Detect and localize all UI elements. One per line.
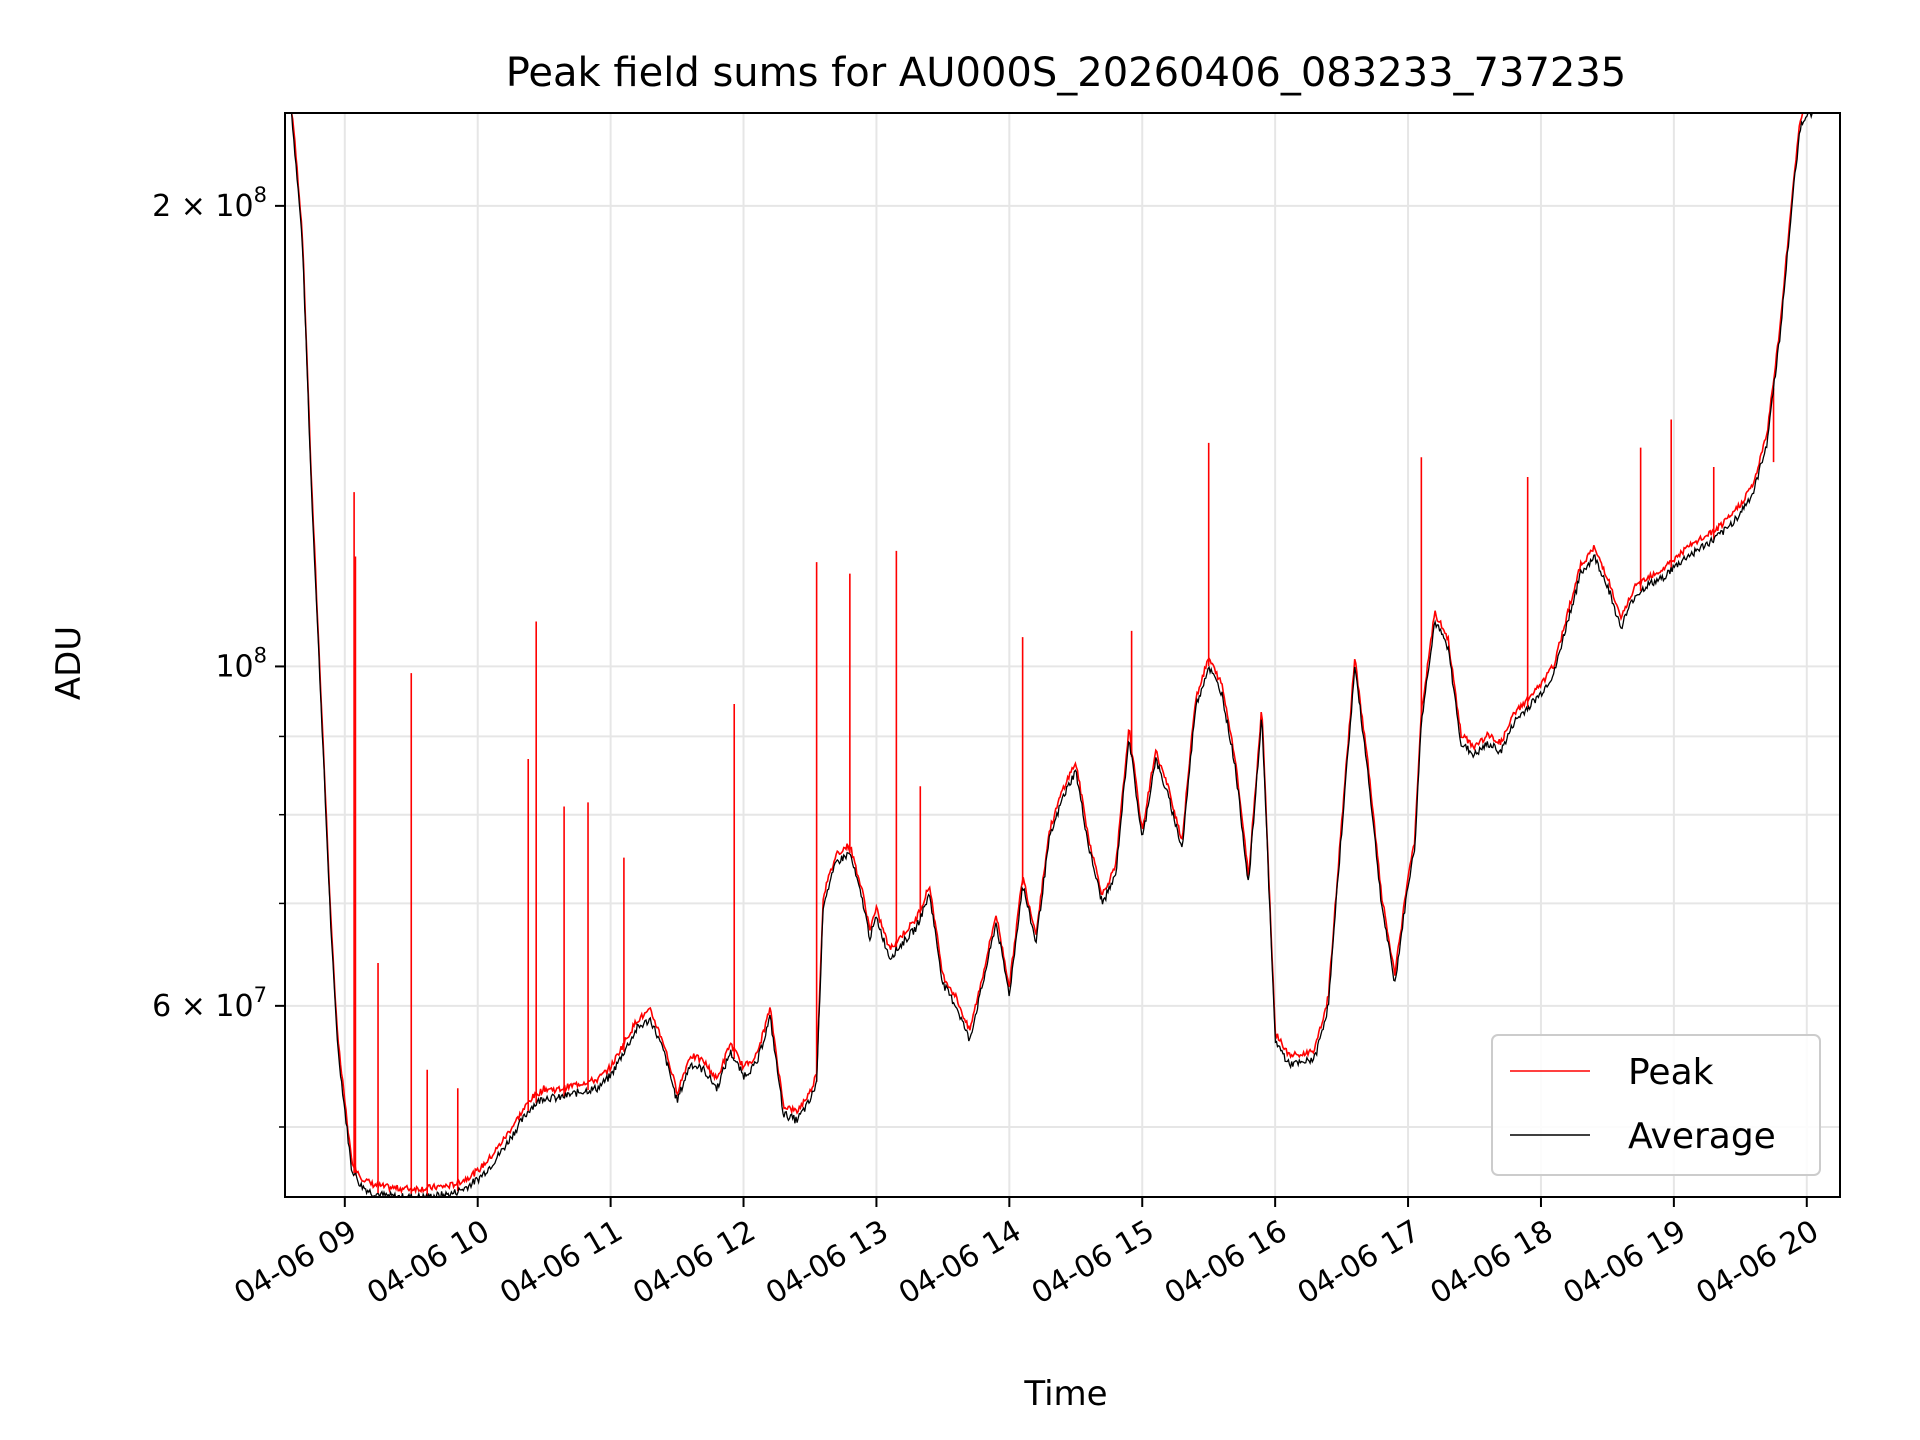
- series-peak: [290, 113, 1814, 1197]
- legend-peak-label: Peak: [1628, 1052, 1714, 1093]
- series-layer: [290, 113, 1814, 1197]
- y-axis-label: ADU: [49, 626, 89, 700]
- legend-box: [1491, 1034, 1821, 1176]
- series-average-line: [290, 113, 1814, 1197]
- series-peak-line: [290, 113, 1814, 1195]
- y-tick-label: 6 × 107: [152, 983, 267, 1024]
- plot-frame: [284, 112, 1841, 1198]
- x-axis-label: Time: [1023, 1374, 1107, 1414]
- chart-title: Peak field sums for AU000S_20260406_0832…: [506, 50, 1627, 96]
- legend: Peak Average: [1491, 1034, 1821, 1176]
- series-average: [290, 113, 1814, 1197]
- legend-average-label: Average: [1628, 1116, 1776, 1157]
- y-tick-label: 2 × 108: [152, 183, 267, 224]
- y-tick-label: 108: [215, 643, 267, 684]
